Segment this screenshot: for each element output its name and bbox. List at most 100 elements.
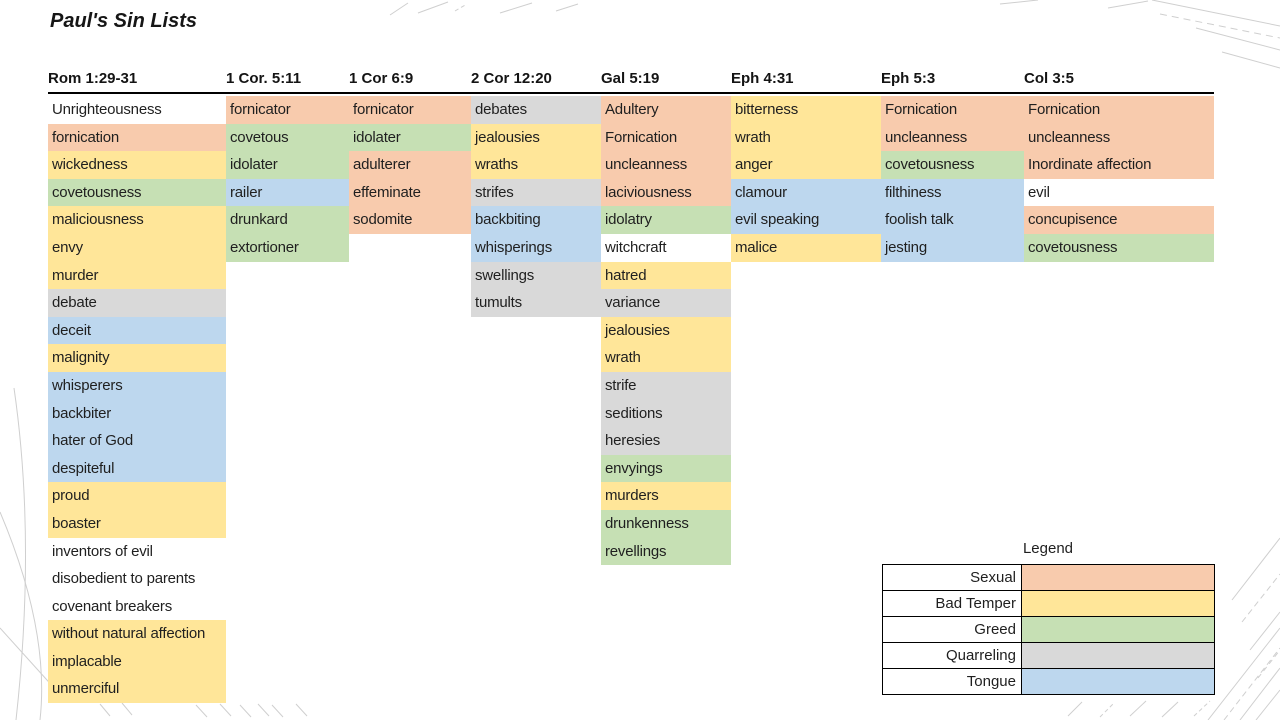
sin-cell: envy: [48, 233, 226, 262]
legend-label: Tongue: [882, 668, 1022, 695]
header-underline: [48, 92, 1214, 95]
sin-cell: extortioner: [226, 233, 349, 262]
sin-cell: wraths: [471, 151, 601, 179]
sin-cell: backbiter: [48, 399, 226, 428]
sin-cell: laciviousness: [601, 178, 731, 207]
sin-cell: maliciousness: [48, 206, 226, 234]
sin-cell: covenant breakers: [48, 592, 226, 621]
sin-cell: inventors of evil: [48, 537, 226, 566]
column-header: Col 3:5: [1024, 70, 1075, 87]
sin-cell: malice: [731, 233, 881, 262]
column-cells: Fornication uncleanness covetousness filthi…: [881, 96, 1024, 262]
column-header: 1 Cor. 5:11: [226, 70, 302, 87]
sin-cell: concupisence: [1024, 206, 1214, 234]
sin-cell: evil speaking: [731, 206, 881, 234]
legend-label: Quarreling: [882, 642, 1022, 669]
sin-cell: debates: [471, 96, 601, 124]
sin-cell: railer: [226, 178, 349, 207]
legend-swatch: [1021, 590, 1215, 617]
sin-cell: hater of God: [48, 427, 226, 455]
sin-cell: idolater: [349, 123, 471, 152]
sin-cell: Fornication: [1024, 96, 1214, 124]
sin-cell: envyings: [601, 454, 731, 483]
sin-cell: adulterer: [349, 151, 471, 179]
sin-cell: covetous: [226, 123, 349, 152]
column-header: 2 Cor 12:20: [471, 70, 552, 87]
legend-row: Tongue: [882, 668, 1215, 695]
sin-cell: evil: [1024, 178, 1214, 207]
sin-cell: heresies: [601, 427, 731, 455]
legend-label: Greed: [882, 616, 1022, 643]
sin-cell: Fornication: [881, 96, 1024, 124]
sin-cell: strife: [601, 371, 731, 400]
sin-cell: Fornication: [601, 123, 731, 152]
sin-cell: implacable: [48, 647, 226, 676]
sin-cell: jealousies: [601, 316, 731, 345]
sin-cell: fornicator: [349, 96, 471, 124]
sin-cell: swellings: [471, 261, 601, 290]
legend-label: Sexual: [882, 564, 1022, 591]
sin-cell: murder: [48, 261, 226, 290]
sin-cell: proud: [48, 482, 226, 510]
sin-cell: disobedient to parents: [48, 565, 226, 593]
page-title: Paul's Sin Lists: [50, 10, 198, 32]
sin-cell: clamour: [731, 178, 881, 207]
column-cells: debates jealousies wraths strifes backbiting…: [471, 96, 601, 317]
sin-cell: Adultery: [601, 96, 731, 124]
sin-cell: drunkenness: [601, 509, 731, 538]
sin-cell: debate: [48, 289, 226, 317]
legend-swatch: [1021, 564, 1215, 591]
sin-cell: tumults: [471, 289, 601, 317]
sin-cell: whisperings: [471, 233, 601, 262]
sin-cell: uncleanness: [881, 123, 1024, 152]
sin-cell: wrath: [731, 123, 881, 152]
sin-cell: uncleanness: [601, 151, 731, 179]
sin-cell: backbiting: [471, 206, 601, 234]
sin-cell: hatred: [601, 261, 731, 290]
sin-cell: Unrighteousness: [48, 96, 226, 124]
legend-row: Sexual: [882, 564, 1215, 591]
sin-cell: without natural affection: [48, 620, 226, 648]
sin-cell: fornication: [48, 123, 226, 152]
sin-cell: witchcraft: [601, 233, 731, 262]
column-cells: fornicator idolater adulterer effeminate sod…: [349, 96, 471, 234]
sin-cell: murders: [601, 482, 731, 510]
sin-cell: foolish talk: [881, 206, 1024, 234]
legend-swatch: [1021, 668, 1215, 695]
sin-cell: jesting: [881, 233, 1024, 262]
column-header: Eph 5:3: [881, 70, 936, 87]
column-header: Eph 4:31: [731, 70, 794, 87]
legend-body: Sexual Bad Temper Greed Quarreling Tongue: [882, 564, 1215, 695]
sin-cell: anger: [731, 151, 881, 179]
sin-cell: drunkard: [226, 206, 349, 234]
legend-row: Bad Temper: [882, 590, 1215, 617]
sin-cell: boaster: [48, 509, 226, 538]
column-cells: Unrighteousness fornication wickedness cove…: [48, 96, 226, 704]
sin-cell: idolatry: [601, 206, 731, 234]
sin-cell: wickedness: [48, 151, 226, 179]
sin-cell: whisperers: [48, 371, 226, 400]
column-header: Gal 5:19: [601, 70, 660, 87]
legend-row: Quarreling: [882, 642, 1215, 669]
column-header: Rom 1:29-31: [48, 70, 138, 87]
sin-cell: unmerciful: [48, 675, 226, 704]
legend-swatch: [1021, 642, 1215, 669]
sin-cell: seditions: [601, 399, 731, 428]
column-header: 1 Cor 6:9: [349, 70, 414, 87]
legend-title: Legend: [1022, 540, 1074, 557]
sin-cell: strifes: [471, 178, 601, 207]
legend-label: Bad Temper: [882, 590, 1022, 617]
sin-cell: effeminate: [349, 178, 471, 207]
column-cells: fornicator covetous idolater railer drunkard…: [226, 96, 349, 262]
column-cells: Adultery Fornication uncleanness laciviousn…: [601, 96, 731, 566]
sin-cell: bitterness: [731, 96, 881, 124]
sin-cell: malignity: [48, 344, 226, 372]
sin-cell: variance: [601, 289, 731, 317]
legend-row: Greed: [882, 616, 1215, 643]
sin-cell: wrath: [601, 344, 731, 372]
sin-cell: fornicator: [226, 96, 349, 124]
legend: Sexual Bad Temper Greed Quarreling Tongue: [882, 564, 1215, 695]
sin-cell: Inordinate affection: [1024, 151, 1214, 179]
sin-cell: revellings: [601, 537, 731, 566]
